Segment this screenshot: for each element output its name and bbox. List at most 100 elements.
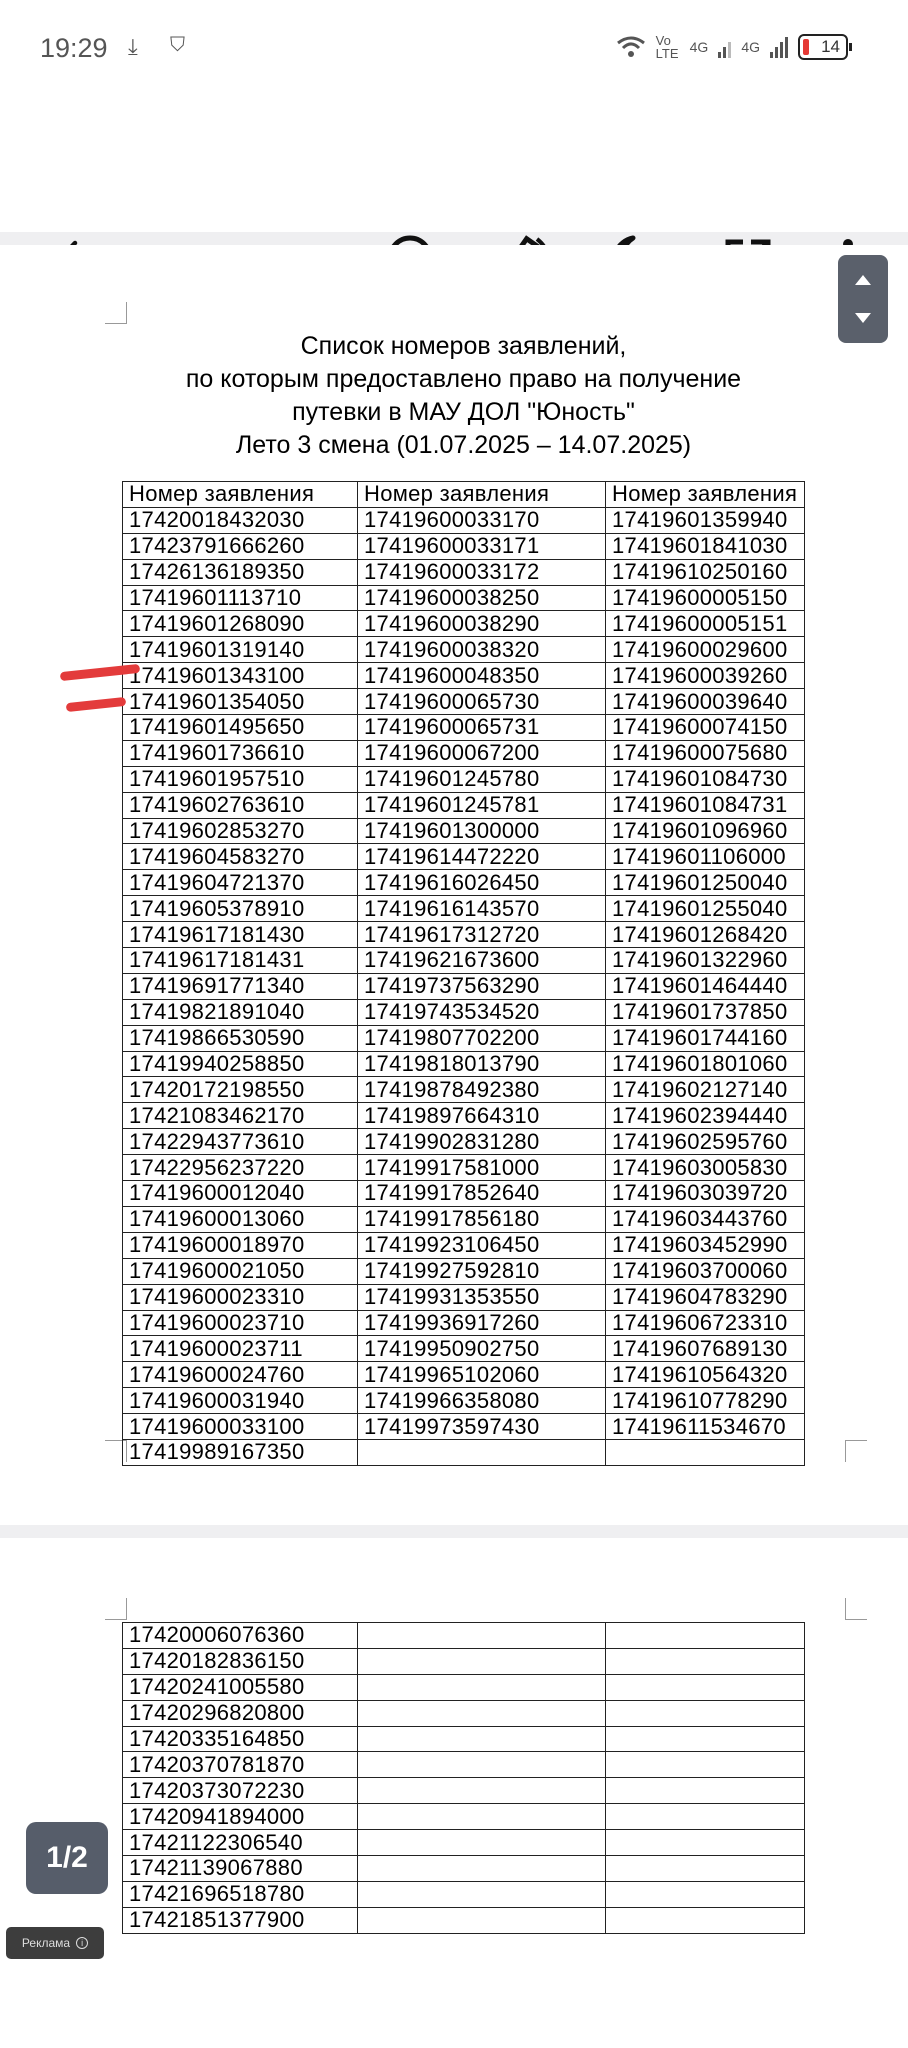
table-cell bbox=[357, 1803, 606, 1831]
table-cell bbox=[605, 1829, 805, 1857]
table-cell: 17419902831280 bbox=[357, 1128, 606, 1156]
table-row: 17419604583270 17419614472220 174196011060… bbox=[122, 843, 805, 871]
table-cell: 17419603452990 bbox=[605, 1231, 805, 1259]
table-cell: 17419601354050 bbox=[122, 688, 358, 716]
table-cell bbox=[357, 1647, 606, 1675]
battery-icon: 14 bbox=[798, 34, 852, 60]
table-cell: 17420941894000 bbox=[122, 1803, 358, 1831]
table-cell: 17419917581000 bbox=[357, 1154, 606, 1182]
table-cell: 17419604783290 bbox=[605, 1283, 805, 1311]
table-cell: 17419600018970 bbox=[122, 1231, 358, 1259]
table-cell: 17421696518780 bbox=[122, 1880, 358, 1908]
table-cell: 17419965102060 bbox=[357, 1361, 606, 1389]
table-row: 17421122306540 bbox=[122, 1829, 805, 1857]
table-cell: 17419600038290 bbox=[357, 610, 606, 638]
table-row: 17419604721370 17419616026450 174196012500… bbox=[122, 869, 805, 897]
table-cell: 17419601084730 bbox=[605, 765, 805, 793]
table-cell: 17419973597430 bbox=[357, 1413, 606, 1440]
table-cell: 17419616026450 bbox=[357, 869, 606, 897]
table-cell: 17420182836150 bbox=[122, 1647, 358, 1675]
table-cell: 17419600075680 bbox=[605, 739, 805, 767]
table-cell: 17419602853270 bbox=[122, 817, 358, 845]
table-row: 17419866530590 17419807702200 174196017441… bbox=[122, 1024, 805, 1052]
table-row: 17419600021050 17419927592810 174196037000… bbox=[122, 1257, 805, 1285]
table-cell: 17419950902750 bbox=[357, 1335, 606, 1363]
table-cell: 17419940258850 bbox=[122, 1050, 358, 1078]
table-row: 17419601343100 17419600048350 174196000392… bbox=[122, 662, 805, 690]
table-cell bbox=[357, 1622, 606, 1649]
title-line: путевки в МАУ ДОЛ "Юность" bbox=[292, 398, 635, 426]
scroll-down-icon[interactable] bbox=[855, 313, 871, 323]
table-cell bbox=[605, 1880, 805, 1908]
table-cell bbox=[605, 1647, 805, 1675]
table-cell bbox=[605, 1803, 805, 1831]
table-cell: 17419610564320 bbox=[605, 1361, 805, 1389]
table-row: 17422943773610 17419902831280 174196025957… bbox=[122, 1128, 805, 1156]
document-title: Список номеров заявлений, по которым пре… bbox=[122, 330, 805, 462]
table-cell: 17419601268090 bbox=[122, 610, 358, 638]
table-cell: 17421083462170 bbox=[122, 1102, 358, 1130]
ad-badge[interactable]: Реклама i bbox=[6, 1927, 104, 1959]
table-cell: 17419927592810 bbox=[357, 1257, 606, 1285]
table-cell bbox=[357, 1725, 606, 1753]
info-icon[interactable]: i bbox=[76, 1937, 89, 1949]
table-cell: 17422956237220 bbox=[122, 1154, 358, 1182]
table-cell: 17419600005151 bbox=[605, 610, 805, 638]
table-cell: 17420296820800 bbox=[122, 1699, 358, 1727]
table-cell bbox=[357, 1699, 606, 1727]
table-cell: 17419600048350 bbox=[357, 662, 606, 690]
scroll-up-icon[interactable] bbox=[855, 275, 871, 285]
table-row: 17419600023710 17419936917260 174196067233… bbox=[122, 1309, 805, 1337]
table-cell: 17419923106450 bbox=[357, 1231, 606, 1259]
table-cell: 17419600021050 bbox=[122, 1257, 358, 1285]
table-row: 17420018432030 17419600033170 174196013599… bbox=[122, 506, 805, 534]
table-cell: 17419602127140 bbox=[605, 1076, 805, 1104]
signal-icon bbox=[770, 36, 788, 58]
table-cell bbox=[357, 1438, 606, 1466]
table-row: 17419600024760 17419965102060 174196105643… bbox=[122, 1361, 805, 1389]
table-cell: 17419917856180 bbox=[357, 1205, 606, 1233]
table-cell: 17419601319140 bbox=[122, 636, 358, 664]
table-cell: 17421139067880 bbox=[122, 1855, 358, 1882]
table-cell bbox=[605, 1855, 805, 1882]
crop-mark bbox=[105, 302, 127, 324]
table-cell bbox=[605, 1725, 805, 1753]
table-cell: 17419601245780 bbox=[357, 765, 606, 793]
table-cell: 17419614472220 bbox=[357, 843, 606, 871]
table-cell: 17419603700060 bbox=[605, 1257, 805, 1285]
table-row: 17419600013060 17419917856180 174196034437… bbox=[122, 1205, 805, 1233]
wifi-icon bbox=[616, 36, 645, 57]
table-row: 17420241005580 bbox=[122, 1673, 805, 1701]
table-cell: 17419878492380 bbox=[357, 1076, 606, 1104]
table-cell: 17419601250040 bbox=[605, 869, 805, 897]
table-cell: 17419818013790 bbox=[357, 1050, 606, 1078]
table-cell: 17419601841030 bbox=[605, 532, 805, 560]
table-row: 17419821891040 17419743534520 174196017378… bbox=[122, 998, 805, 1026]
table-cell: 17419601096960 bbox=[605, 817, 805, 845]
table-cell: 17419616143570 bbox=[357, 895, 606, 923]
table-cell bbox=[357, 1829, 606, 1857]
table-row: 17419601268090 17419600038290 174196000051… bbox=[122, 610, 805, 638]
table-row: 17419601113710 17419600038250 174196000051… bbox=[122, 584, 805, 612]
table-cell: 17419606723310 bbox=[605, 1309, 805, 1337]
title-line: по которым предоставлено право на получе… bbox=[185, 365, 742, 393]
page-scroll-buttons[interactable] bbox=[838, 255, 888, 343]
app-toolbar bbox=[0, 100, 908, 290]
table-cell: 17419601343100 bbox=[122, 662, 358, 690]
table-row: 17420373072230 bbox=[122, 1777, 805, 1805]
table-cell: 17421851377900 bbox=[122, 1906, 358, 1934]
table-cell bbox=[357, 1673, 606, 1701]
table-cell: 17419601736610 bbox=[122, 739, 358, 767]
table-cell bbox=[605, 1438, 805, 1466]
table-row: 17419602763610 17419601245781 174196010847… bbox=[122, 791, 805, 819]
table-row: 17419940258850 17419818013790 174196018010… bbox=[122, 1050, 805, 1078]
table-cell bbox=[605, 1906, 805, 1934]
table-cell: 17419601084731 bbox=[605, 791, 805, 819]
table-row: 17419989167350 bbox=[122, 1438, 805, 1466]
applications-table-page-2: 17420006076360 17420182836150 174202410055… bbox=[122, 1622, 805, 1934]
table-cell: 17419936917260 bbox=[357, 1309, 606, 1337]
table-cell: 17419600023711 bbox=[122, 1335, 358, 1363]
table-row: 17420335164850 bbox=[122, 1725, 805, 1753]
status-time: 19:29 bbox=[40, 33, 108, 63]
table-cell: 17420370781870 bbox=[122, 1751, 358, 1779]
